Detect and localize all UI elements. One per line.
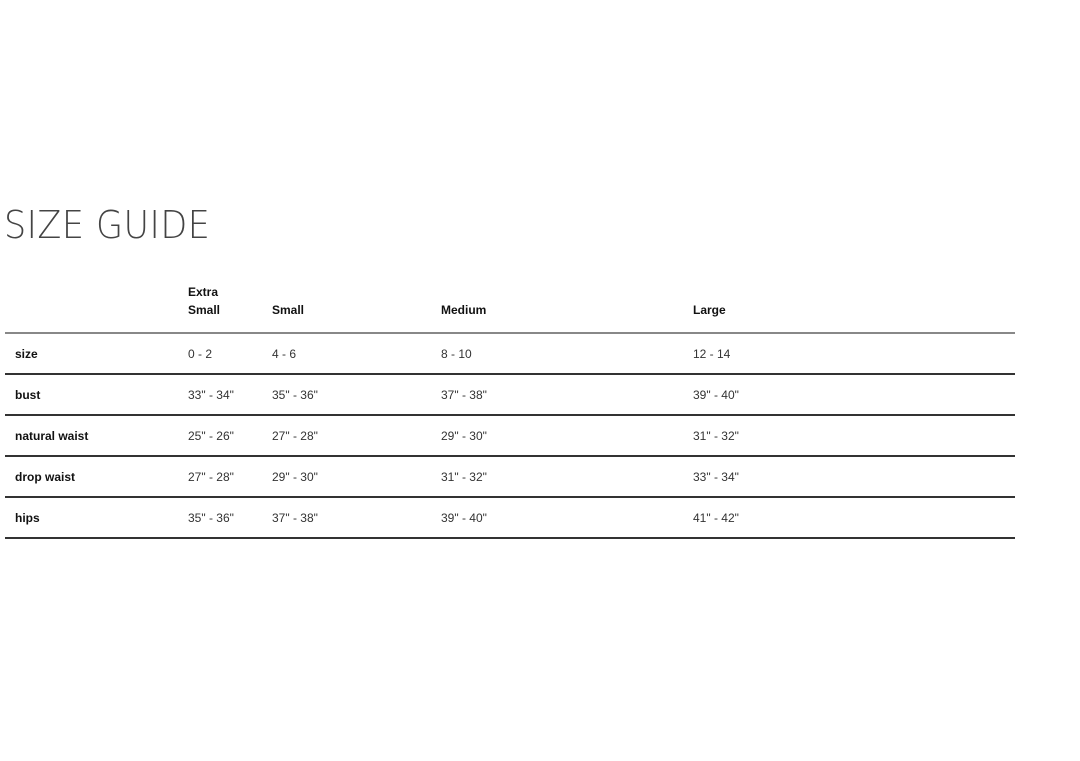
table-row: bust 33" - 34" 35" - 36" 37" - 38" 39" - 40" bbox=[5, 375, 1015, 416]
table-cell: 35" - 36" bbox=[188, 511, 234, 525]
table-cell: 29" - 30" bbox=[272, 470, 318, 484]
table-cell: 25" - 26" bbox=[188, 429, 234, 443]
table-cell: 39" - 40" bbox=[693, 388, 739, 402]
table-cell: 29" - 30" bbox=[441, 429, 487, 443]
table-header-row: Extra Small Small Medium Large bbox=[5, 280, 1015, 334]
row-label: drop waist bbox=[15, 470, 76, 484]
table-row: natural waist 25" - 26" 27" - 28" 29" - 30"… bbox=[5, 416, 1015, 457]
table-cell: 41" - 42" bbox=[693, 511, 739, 525]
table-row: size 0 - 2 4 - 6 8 - 10 12 - 14 bbox=[5, 334, 1015, 375]
table-cell: 27" - 28" bbox=[272, 429, 318, 443]
table-row: drop waist 27" - 28" 29" - 30" 31" - 32" 33"… bbox=[5, 457, 1015, 498]
row-label: bust bbox=[15, 388, 41, 402]
table-cell: 27" - 28" bbox=[188, 470, 234, 484]
column-header-extra-small: Extra Small bbox=[188, 285, 221, 317]
row-label: size bbox=[15, 347, 38, 361]
page-title: SIZE GUIDE bbox=[4, 203, 211, 247]
table-cell: 31" - 32" bbox=[693, 429, 739, 443]
table-cell: 35" - 36" bbox=[272, 388, 318, 402]
column-header-large: Large bbox=[693, 303, 726, 317]
table-cell: 12 - 14 bbox=[693, 347, 731, 361]
table-cell: 31" - 32" bbox=[441, 470, 487, 484]
size-guide-table: Extra Small Small Medium Large size 0 - 2… bbox=[5, 280, 1015, 539]
table-cell: 33" - 34" bbox=[188, 388, 234, 402]
table-cell: 8 - 10 bbox=[441, 347, 472, 361]
column-header-medium: Medium bbox=[441, 303, 487, 317]
row-label: hips bbox=[15, 511, 40, 525]
table-cell: 4 - 6 bbox=[272, 347, 297, 361]
row-label: natural waist bbox=[15, 429, 89, 443]
table-cell: 0 - 2 bbox=[188, 347, 213, 361]
column-header-small: Small bbox=[272, 303, 305, 317]
table-cell: 37" - 38" bbox=[272, 511, 318, 525]
table-row: hips 35" - 36" 37" - 38" 39" - 40" 41" - 42" bbox=[5, 498, 1015, 539]
table-cell: 33" - 34" bbox=[693, 470, 739, 484]
table-cell: 39" - 40" bbox=[441, 511, 487, 525]
table-cell: 37" - 38" bbox=[441, 388, 487, 402]
